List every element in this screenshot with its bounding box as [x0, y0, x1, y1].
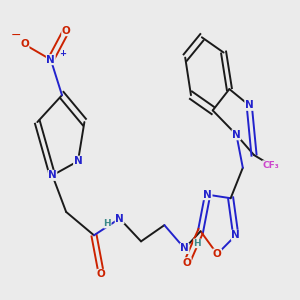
Text: O: O [97, 269, 106, 279]
Text: −: − [10, 29, 21, 42]
Text: N: N [203, 190, 212, 200]
Text: N: N [231, 230, 240, 240]
Text: +: + [59, 49, 66, 58]
Text: N: N [74, 156, 82, 166]
Text: N: N [245, 100, 254, 110]
Text: H: H [103, 219, 111, 228]
Text: O: O [182, 258, 191, 268]
Text: O: O [20, 39, 29, 50]
Text: O: O [62, 26, 70, 36]
Text: CF₃: CF₃ [262, 161, 279, 170]
Text: H: H [194, 239, 201, 248]
Text: N: N [232, 130, 241, 140]
Text: O: O [213, 249, 222, 259]
Text: N: N [180, 244, 189, 254]
Text: N: N [115, 214, 124, 224]
Text: N: N [48, 170, 57, 180]
Text: N: N [46, 55, 55, 64]
